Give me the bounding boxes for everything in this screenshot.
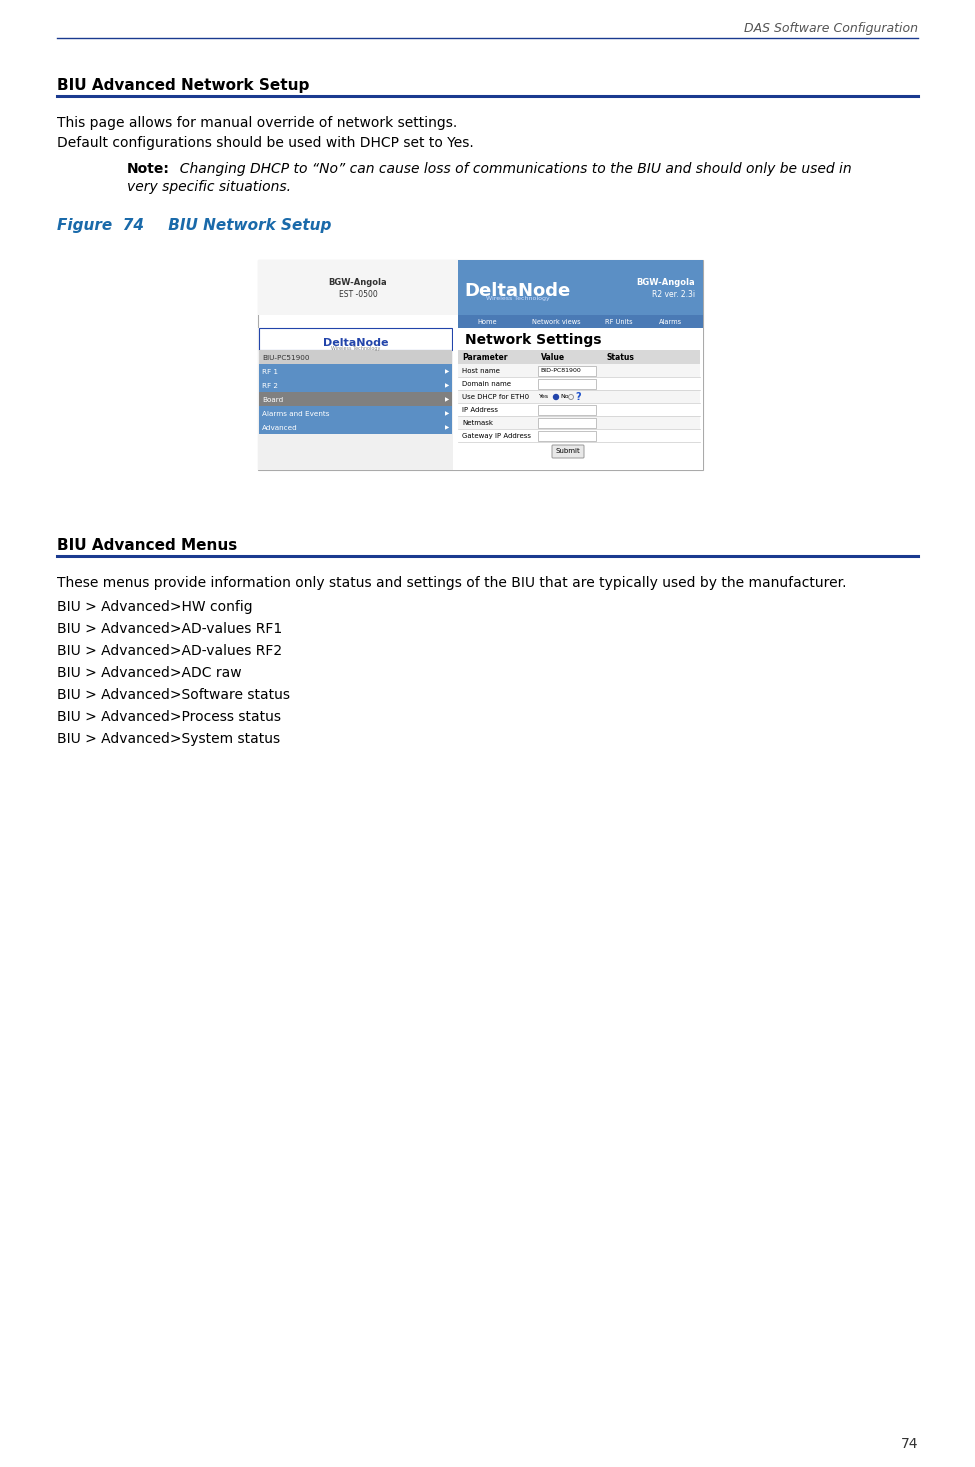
FancyBboxPatch shape xyxy=(259,364,452,378)
Text: Home: Home xyxy=(478,318,497,326)
Text: Wireless Technology: Wireless Technology xyxy=(331,346,380,351)
Text: BIU > Advanced>HW config: BIU > Advanced>HW config xyxy=(57,600,253,615)
Text: Figure  74: Figure 74 xyxy=(57,219,144,233)
Text: ▶: ▶ xyxy=(445,425,449,430)
Text: Value: Value xyxy=(541,354,565,362)
FancyBboxPatch shape xyxy=(458,377,700,390)
FancyBboxPatch shape xyxy=(258,260,458,315)
Text: EST -0500: EST -0500 xyxy=(338,290,377,299)
Text: BIU Advanced Menus: BIU Advanced Menus xyxy=(57,538,237,553)
Text: 74: 74 xyxy=(901,1438,918,1451)
Text: Alarms and Events: Alarms and Events xyxy=(262,411,330,417)
Text: IP Address: IP Address xyxy=(462,406,498,414)
FancyBboxPatch shape xyxy=(458,403,700,417)
Text: Host name: Host name xyxy=(462,368,500,374)
Text: Use DHCP for ETH0: Use DHCP for ETH0 xyxy=(462,395,529,400)
Text: DeltaNode: DeltaNode xyxy=(465,282,571,299)
Text: Domain name: Domain name xyxy=(462,381,511,387)
Text: Yes: Yes xyxy=(539,395,549,399)
Text: ▶: ▶ xyxy=(445,398,449,402)
FancyBboxPatch shape xyxy=(259,351,452,364)
Text: BIU > Advanced>AD-values RF1: BIU > Advanced>AD-values RF1 xyxy=(57,622,282,637)
Text: Default configurations should be used with DHCP set to Yes.: Default configurations should be used wi… xyxy=(57,136,474,150)
Text: Board: Board xyxy=(262,396,284,402)
Text: Note:: Note: xyxy=(127,161,170,176)
FancyBboxPatch shape xyxy=(458,315,703,329)
Text: Gateway IP Address: Gateway IP Address xyxy=(462,433,531,439)
FancyBboxPatch shape xyxy=(458,428,700,442)
Text: BIU Advanced Network Setup: BIU Advanced Network Setup xyxy=(57,78,309,92)
Text: very specific situations.: very specific situations. xyxy=(127,180,291,194)
FancyBboxPatch shape xyxy=(259,392,452,406)
Text: This page allows for manual override of network settings.: This page allows for manual override of … xyxy=(57,116,457,131)
FancyBboxPatch shape xyxy=(552,445,584,458)
Text: ▶: ▶ xyxy=(445,411,449,417)
Text: RF 1: RF 1 xyxy=(262,368,278,374)
Text: RF 2: RF 2 xyxy=(262,383,278,389)
FancyBboxPatch shape xyxy=(458,351,700,364)
Text: BIU Network Setup: BIU Network Setup xyxy=(142,219,332,233)
FancyBboxPatch shape xyxy=(538,431,596,442)
FancyBboxPatch shape xyxy=(458,260,703,315)
Text: Parameter: Parameter xyxy=(462,354,508,362)
Text: BIU > Advanced>System status: BIU > Advanced>System status xyxy=(57,732,280,747)
Text: Status: Status xyxy=(606,354,634,362)
Text: Wireless Technology: Wireless Technology xyxy=(487,296,550,301)
Text: R2 ver. 2.3i: R2 ver. 2.3i xyxy=(652,290,695,299)
FancyBboxPatch shape xyxy=(538,405,596,415)
FancyBboxPatch shape xyxy=(538,418,596,428)
FancyBboxPatch shape xyxy=(259,420,452,434)
Text: Advanced: Advanced xyxy=(262,424,297,430)
Text: BIU-PC51900: BIU-PC51900 xyxy=(262,355,309,361)
Text: Alarms: Alarms xyxy=(659,318,682,326)
Text: No: No xyxy=(560,395,568,399)
Text: ▶: ▶ xyxy=(445,383,449,387)
FancyBboxPatch shape xyxy=(258,329,453,469)
Text: BIU > Advanced>Software status: BIU > Advanced>Software status xyxy=(57,688,290,703)
Text: BIU > Advanced>AD-values RF2: BIU > Advanced>AD-values RF2 xyxy=(57,644,282,659)
Text: These menus provide information only status and settings of the BIU that are typ: These menus provide information only sta… xyxy=(57,577,846,590)
Text: Network Settings: Network Settings xyxy=(465,333,602,348)
FancyBboxPatch shape xyxy=(259,406,452,420)
Text: ▶: ▶ xyxy=(445,370,449,374)
Text: BGW-Angola: BGW-Angola xyxy=(637,279,695,288)
Text: RF Units: RF Units xyxy=(605,318,633,326)
FancyBboxPatch shape xyxy=(538,378,596,389)
Text: Network views: Network views xyxy=(531,318,580,326)
FancyBboxPatch shape xyxy=(458,417,700,428)
Text: DeltaNode: DeltaNode xyxy=(323,337,388,348)
Circle shape xyxy=(554,395,559,399)
FancyBboxPatch shape xyxy=(259,378,452,392)
Text: BIU > Advanced>Process status: BIU > Advanced>Process status xyxy=(57,710,281,725)
Text: Submit: Submit xyxy=(556,447,580,453)
FancyBboxPatch shape xyxy=(458,390,700,403)
Text: BGW-Angola: BGW-Angola xyxy=(329,279,387,288)
Text: BID-PC81900: BID-PC81900 xyxy=(540,368,581,374)
Text: Changing DHCP to “No” can cause loss of communications to the BIU and should onl: Changing DHCP to “No” can cause loss of … xyxy=(171,161,851,176)
Text: Netmask: Netmask xyxy=(462,420,493,425)
Text: ?: ? xyxy=(575,392,581,402)
FancyBboxPatch shape xyxy=(538,365,596,376)
FancyBboxPatch shape xyxy=(453,329,703,469)
Text: DAS Software Configuration: DAS Software Configuration xyxy=(744,22,918,35)
Text: BIU > Advanced>ADC raw: BIU > Advanced>ADC raw xyxy=(57,666,242,681)
FancyBboxPatch shape xyxy=(258,260,703,469)
FancyBboxPatch shape xyxy=(458,364,700,377)
FancyBboxPatch shape xyxy=(259,329,452,351)
